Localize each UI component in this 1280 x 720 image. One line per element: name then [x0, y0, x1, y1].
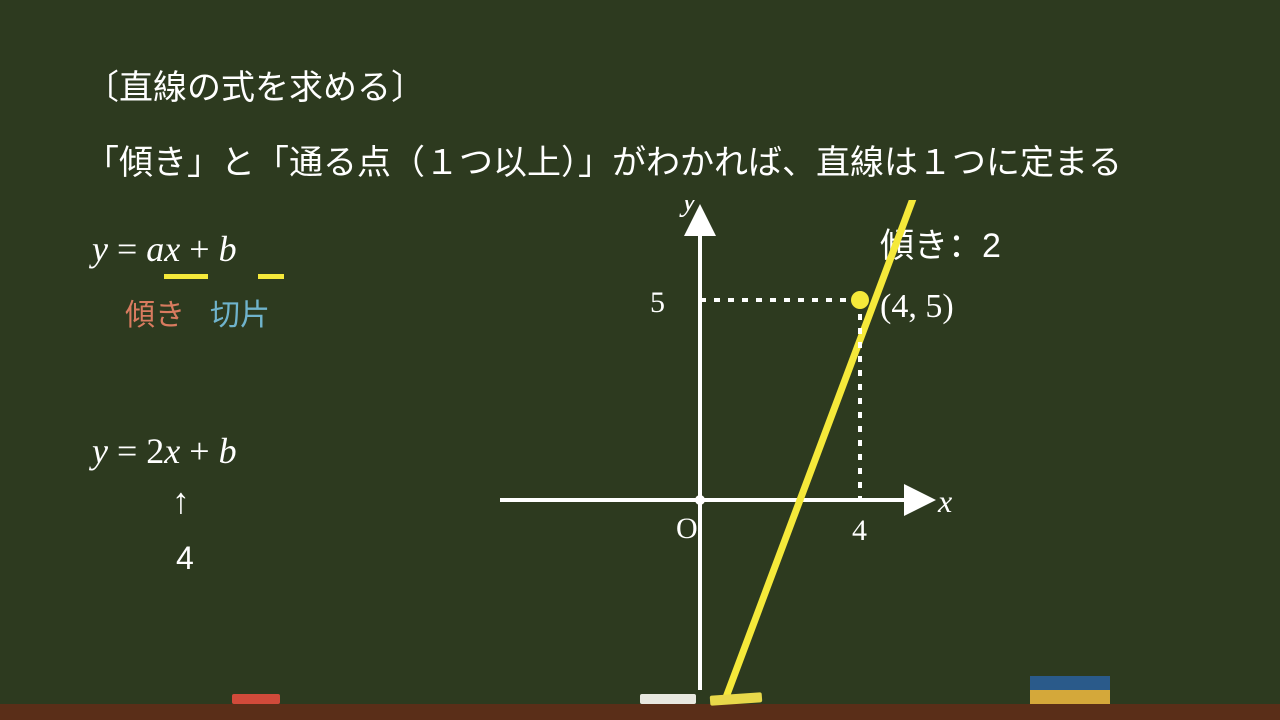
- origin-label: O: [676, 512, 698, 545]
- chalk-white: [640, 694, 696, 704]
- page-title: 〔直線の式を求める〕: [85, 60, 425, 109]
- eq1-y: y: [92, 229, 108, 269]
- equation-general: y = ax + b: [92, 228, 237, 270]
- arrow-up-icon: ↑: [172, 480, 190, 522]
- eq2-plus: +: [180, 431, 218, 471]
- eq1-ax: ax: [146, 229, 180, 269]
- eq2-b: b: [219, 431, 237, 471]
- eq2-x: x: [164, 431, 180, 471]
- chalk-tray: [0, 704, 1280, 720]
- label-slope: 傾き: [125, 290, 185, 334]
- subtitle: 「傾き」と「通る点（１つ以上）」がわかれば、直線は１つに定まる: [85, 135, 1122, 184]
- point-marker: [851, 291, 869, 309]
- coordinate-graph: y x O 4 5: [470, 200, 1030, 700]
- eq1-b: b: [219, 229, 237, 269]
- x-axis-label: x: [937, 483, 952, 519]
- y-tick-label: 5: [650, 286, 665, 319]
- equation-specific: y = 2x + b: [92, 430, 237, 472]
- substitution-value: 4: [176, 540, 194, 577]
- origin-dot: [695, 495, 705, 505]
- eq1-eq: =: [108, 229, 146, 269]
- eq1-plus: +: [180, 229, 218, 269]
- eq2-eq: = 2: [108, 431, 164, 471]
- graph-line: [680, 200, 920, 700]
- x-tick-label: 4: [852, 514, 867, 547]
- y-axis-label: y: [679, 200, 697, 217]
- underline-ax: [164, 274, 208, 279]
- eraser-icon: [1030, 676, 1110, 704]
- chalk-red: [232, 694, 280, 704]
- label-intercept: 切片: [210, 290, 270, 334]
- underline-b: [258, 274, 284, 279]
- eq2-y: y: [92, 431, 108, 471]
